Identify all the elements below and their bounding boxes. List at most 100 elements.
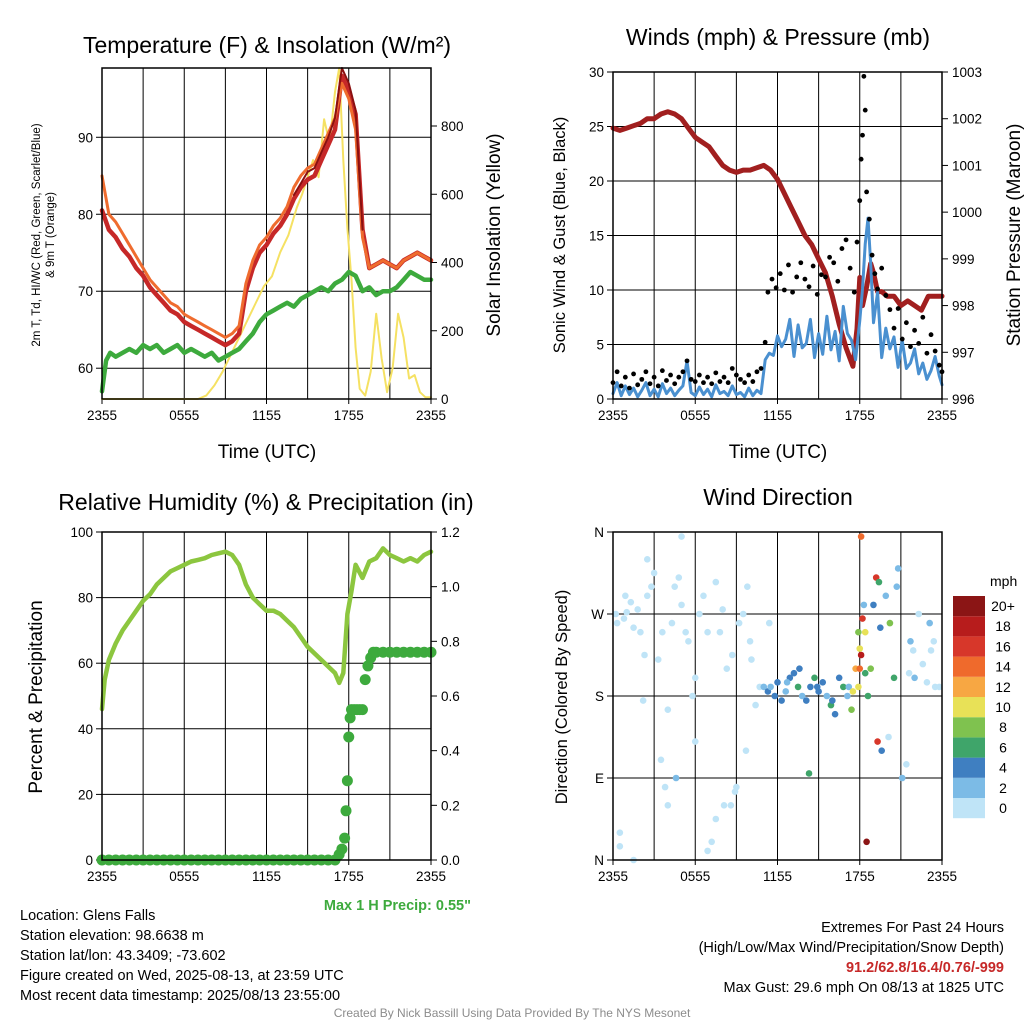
direction-axes: 2355 0555 1155 1755 2355NESWN024681012141618… [591, 525, 1015, 884]
winds-gust-point [672, 381, 678, 387]
temperature-xtick-label: 0555 [169, 408, 199, 423]
winds-gust-point [860, 132, 865, 138]
direction-point [675, 574, 683, 581]
winds-gust-point [883, 293, 889, 298]
direction-point [671, 583, 678, 590]
winds-gust-point [908, 344, 913, 350]
winds-gust-point [827, 254, 832, 260]
winds-y2tick-label: 1001 [952, 158, 982, 173]
winds-gust-point [899, 336, 905, 342]
temperature-heat_index-line [292, 67, 364, 231]
winds-gust-point [618, 383, 624, 389]
direction-point [627, 598, 635, 606]
direction-point [778, 697, 785, 704]
humidity-ytick-label: 40 [78, 722, 93, 737]
humidity-y2tick-label: 0.8 [441, 634, 460, 649]
humidity-axes: 2355 0555 1155 1755 23550204060801000.00.20.… [70, 525, 460, 884]
winds-gust-point [721, 374, 727, 380]
direction-point [648, 583, 655, 590]
direction-point [915, 610, 922, 618]
winds-gust-point [932, 348, 938, 354]
direction-point [657, 756, 665, 764]
direction-point [890, 674, 898, 682]
direction-point [744, 583, 751, 590]
direction-point [630, 624, 637, 631]
direction-point [845, 683, 853, 691]
winds-gust-point [643, 369, 649, 375]
winds-gust-point [862, 107, 868, 113]
winds-ytick-label: 25 [589, 120, 604, 135]
direction-point [848, 706, 855, 713]
direction-ytick-label: S [595, 689, 604, 704]
temperature-xtick-label: 1155 [252, 408, 281, 423]
direction-ytick-label: N [594, 853, 604, 868]
direction-point [654, 656, 662, 663]
winds-frame [612, 71, 943, 400]
winds-gust-point [680, 369, 686, 375]
direction-point [622, 592, 629, 600]
direction-point [712, 815, 720, 823]
humidity-precip-point [356, 704, 368, 716]
humidity-xtick-label: 2355 [416, 869, 446, 884]
winds-gust-point [733, 372, 739, 378]
humidity-y2tick-label: 0.4 [441, 744, 460, 759]
winds-gust-point [688, 376, 694, 382]
temperature-xlabel: Time (UTC) [218, 442, 317, 463]
direction-point [796, 665, 803, 672]
direction-point [844, 692, 851, 700]
humidity-xtick-label: 1155 [252, 869, 281, 884]
winds-gust-point [746, 372, 752, 378]
direction-point [861, 669, 869, 677]
temperature-ytick-label: 80 [78, 207, 93, 222]
winds-xtick-label: 2355 [598, 408, 628, 423]
winds-ytick-label: 0 [596, 392, 604, 407]
legend-label: 6 [999, 739, 1007, 755]
winds-gust-point [762, 339, 768, 345]
winds-gust-point [786, 262, 791, 268]
humidity-ytick-label: 80 [78, 591, 93, 606]
direction-point [639, 697, 647, 704]
humidity-rh-line [99, 546, 434, 712]
humidity-ytick-label: 20 [78, 787, 93, 802]
direction-point [774, 679, 781, 686]
direction-point [882, 592, 890, 600]
winds-gust-point [843, 237, 849, 243]
direction-point [855, 628, 862, 636]
humidity-precip-point [336, 843, 348, 855]
direction-point [894, 565, 902, 572]
direction-point [664, 706, 672, 713]
direction-point [659, 628, 666, 636]
legend-swatch [953, 616, 985, 637]
direction-point [760, 683, 768, 691]
direction-point [907, 638, 914, 645]
direction-point [859, 615, 866, 622]
winds-gust-point [835, 278, 841, 284]
legend-title: mph [990, 573, 1017, 589]
winds-xtick-label: 0555 [680, 408, 710, 423]
winds-gust-point [627, 385, 632, 391]
direction-point [782, 688, 790, 695]
precip-annotation: Max 1 H Precip: 0.55" [324, 898, 471, 914]
legend-swatch [953, 777, 985, 798]
temperature-frame [101, 67, 432, 400]
direction-point [733, 783, 740, 791]
winds-gust-point [614, 369, 620, 375]
direction-point [727, 802, 735, 809]
legend-label: 18 [995, 618, 1011, 634]
direction-point [708, 838, 715, 846]
direction-point [930, 638, 938, 645]
humidity-ylabel: Percent & Precipitation [26, 600, 47, 793]
humidity-precip-point [340, 805, 352, 817]
winds-gust-point [742, 380, 747, 386]
direction-point [790, 669, 798, 677]
winds-gust-point [684, 358, 690, 364]
winds-gust-point [798, 260, 804, 266]
direction-point [696, 610, 703, 618]
direction-point [849, 688, 857, 695]
direction-point [886, 619, 894, 627]
direction-point [874, 738, 881, 745]
direction-point [898, 774, 906, 782]
direction-point [742, 747, 750, 754]
direction-point [704, 847, 711, 855]
legend-label: 8 [999, 719, 1007, 735]
